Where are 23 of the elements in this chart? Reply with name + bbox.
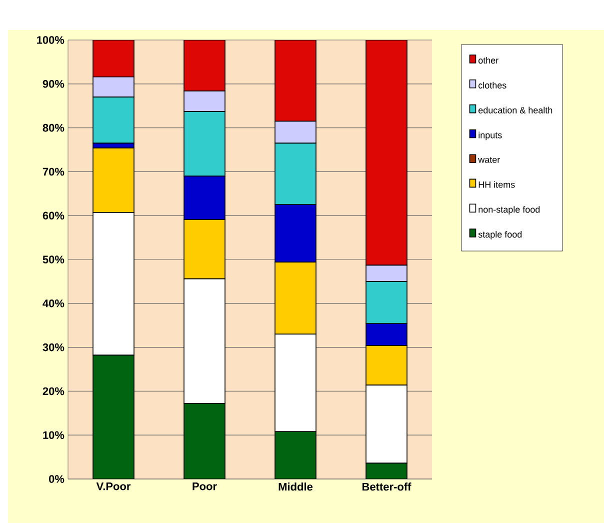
y-tick-label: 20% (42, 387, 64, 396)
x-tick-label: V.Poor (96, 482, 131, 490)
y-tick-label: 30% (42, 343, 64, 352)
legend-label: water (478, 156, 500, 163)
y-tick-label: 60% (42, 212, 64, 220)
y-tick-label: 0% (49, 475, 64, 483)
legend-label: education & health (478, 106, 552, 114)
y-tick-label: 40% (42, 300, 64, 308)
x-tick-label: Middle (278, 482, 313, 491)
y-tick-label: 50% (42, 256, 64, 264)
legend-label: non-staple food (478, 206, 540, 214)
legend-label: clothes (478, 82, 506, 89)
y-tick-label: 10% (43, 431, 64, 439)
legend-label: inputs (478, 132, 502, 140)
legend-label: staple food (478, 230, 522, 240)
y-tick-label: 100% (37, 36, 64, 44)
y-tick-label: 90% (42, 80, 64, 88)
x-tick-label: Poor (192, 482, 217, 490)
y-tick-label: 70% (42, 168, 64, 176)
legend-label: other (478, 56, 498, 64)
legend-label: HH items (478, 181, 515, 188)
y-tick-label: 80% (42, 124, 64, 132)
x-tick-label: Better-off (362, 482, 412, 491)
